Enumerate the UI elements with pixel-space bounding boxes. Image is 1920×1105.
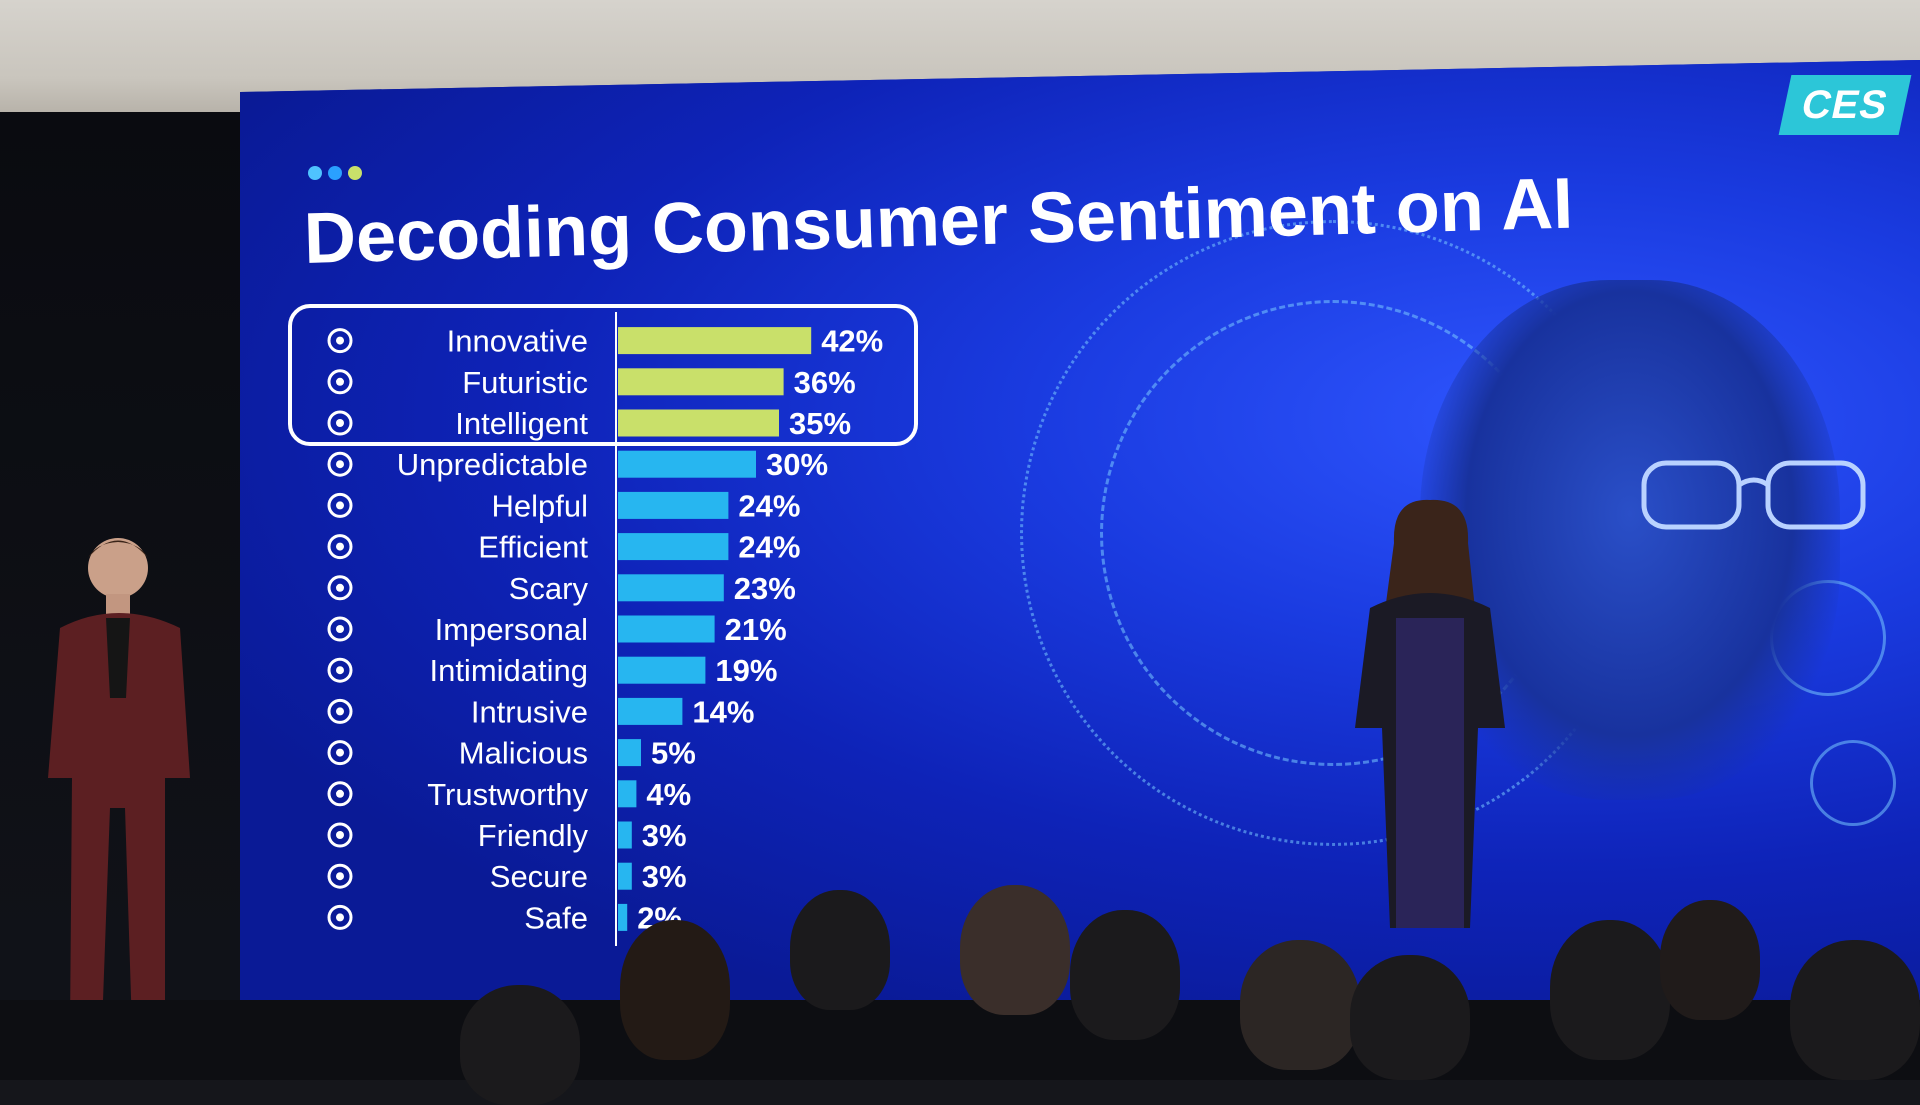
category-label: Efficient (478, 530, 588, 565)
category-label: Futuristic (462, 365, 588, 400)
value-label: 24% (738, 488, 800, 523)
eye-scan-icon (327, 410, 353, 436)
category-label: Unpredictable (397, 447, 588, 482)
bar (618, 780, 637, 808)
padlock-icon (327, 904, 353, 930)
value-label: 35% (789, 406, 851, 441)
category-label: Intrusive (471, 694, 588, 729)
category-label: Friendly (478, 818, 589, 853)
audience-head (790, 890, 890, 1010)
dot (348, 166, 362, 180)
bar (618, 862, 632, 890)
category-label: Innovative (447, 324, 588, 359)
value-label: 5% (651, 736, 696, 771)
slide-dots (308, 166, 362, 180)
dot (308, 166, 322, 180)
audience-head (960, 885, 1070, 1015)
dot (328, 166, 342, 180)
bar (618, 615, 715, 643)
category-label: Scary (509, 571, 589, 606)
bar (618, 409, 779, 437)
webcam-icon (327, 698, 353, 724)
bar (618, 697, 683, 725)
audience-head (1070, 910, 1180, 1040)
value-label: 4% (646, 777, 691, 812)
value-label: 23% (734, 571, 796, 606)
audience-head (1240, 940, 1360, 1070)
shield-check-icon (327, 863, 353, 889)
sentiment-bar-chart: Innovative 42% Futuristic 36% Intelligent 35%… (327, 312, 883, 946)
bar (618, 574, 724, 602)
bar (618, 821, 632, 849)
bar (618, 739, 641, 767)
bar (618, 903, 628, 931)
category-label: Trustworthy (427, 777, 588, 812)
audience-head (1550, 920, 1670, 1060)
audience-head (1660, 900, 1760, 1020)
value-label: 42% (821, 324, 883, 359)
audience-head (460, 985, 580, 1105)
bar (618, 533, 729, 561)
bar (618, 450, 756, 478)
spy-icon (327, 657, 353, 683)
gears-icon (327, 534, 353, 560)
category-label: Malicious (459, 736, 588, 771)
value-label: 3% (642, 818, 687, 853)
shuffle-cubes-icon (327, 451, 353, 477)
decorative-ring (1810, 740, 1896, 826)
highlight-box (288, 304, 918, 446)
category-label: Safe (524, 900, 588, 935)
presentation-screen (240, 60, 1920, 1005)
value-label: 19% (715, 653, 777, 688)
bar (618, 368, 784, 396)
category-label: Intimidating (429, 653, 588, 688)
value-label: 36% (794, 365, 856, 400)
value-label: 24% (738, 530, 800, 565)
audience-head (620, 920, 730, 1060)
stopwatch-icon (327, 369, 353, 395)
hacker-icon (327, 740, 353, 766)
video-call-icon (327, 822, 353, 848)
category-label: Secure (490, 859, 588, 894)
brain-head-icon (327, 328, 353, 354)
category-label: Intelligent (455, 406, 588, 441)
bar (618, 327, 812, 355)
glasses-graphic (1641, 460, 1866, 530)
network-icon (327, 616, 353, 642)
speaker-center (1355, 499, 1505, 928)
value-label: 3% (642, 859, 687, 894)
phone-pin-icon (327, 492, 353, 518)
category-label: Helpful (492, 488, 589, 523)
value-label: 14% (692, 694, 754, 729)
bar (618, 656, 706, 684)
value-label: 30% (766, 447, 828, 482)
audience-head (1790, 940, 1920, 1080)
bar (618, 491, 729, 519)
verified-badge-icon (327, 781, 353, 807)
category-label: Impersonal (435, 612, 588, 647)
value-label: 21% (725, 612, 787, 647)
drone-icon (327, 575, 353, 601)
speaker-left (48, 538, 190, 1028)
audience-head (1350, 955, 1470, 1080)
audience (0, 880, 1920, 1105)
